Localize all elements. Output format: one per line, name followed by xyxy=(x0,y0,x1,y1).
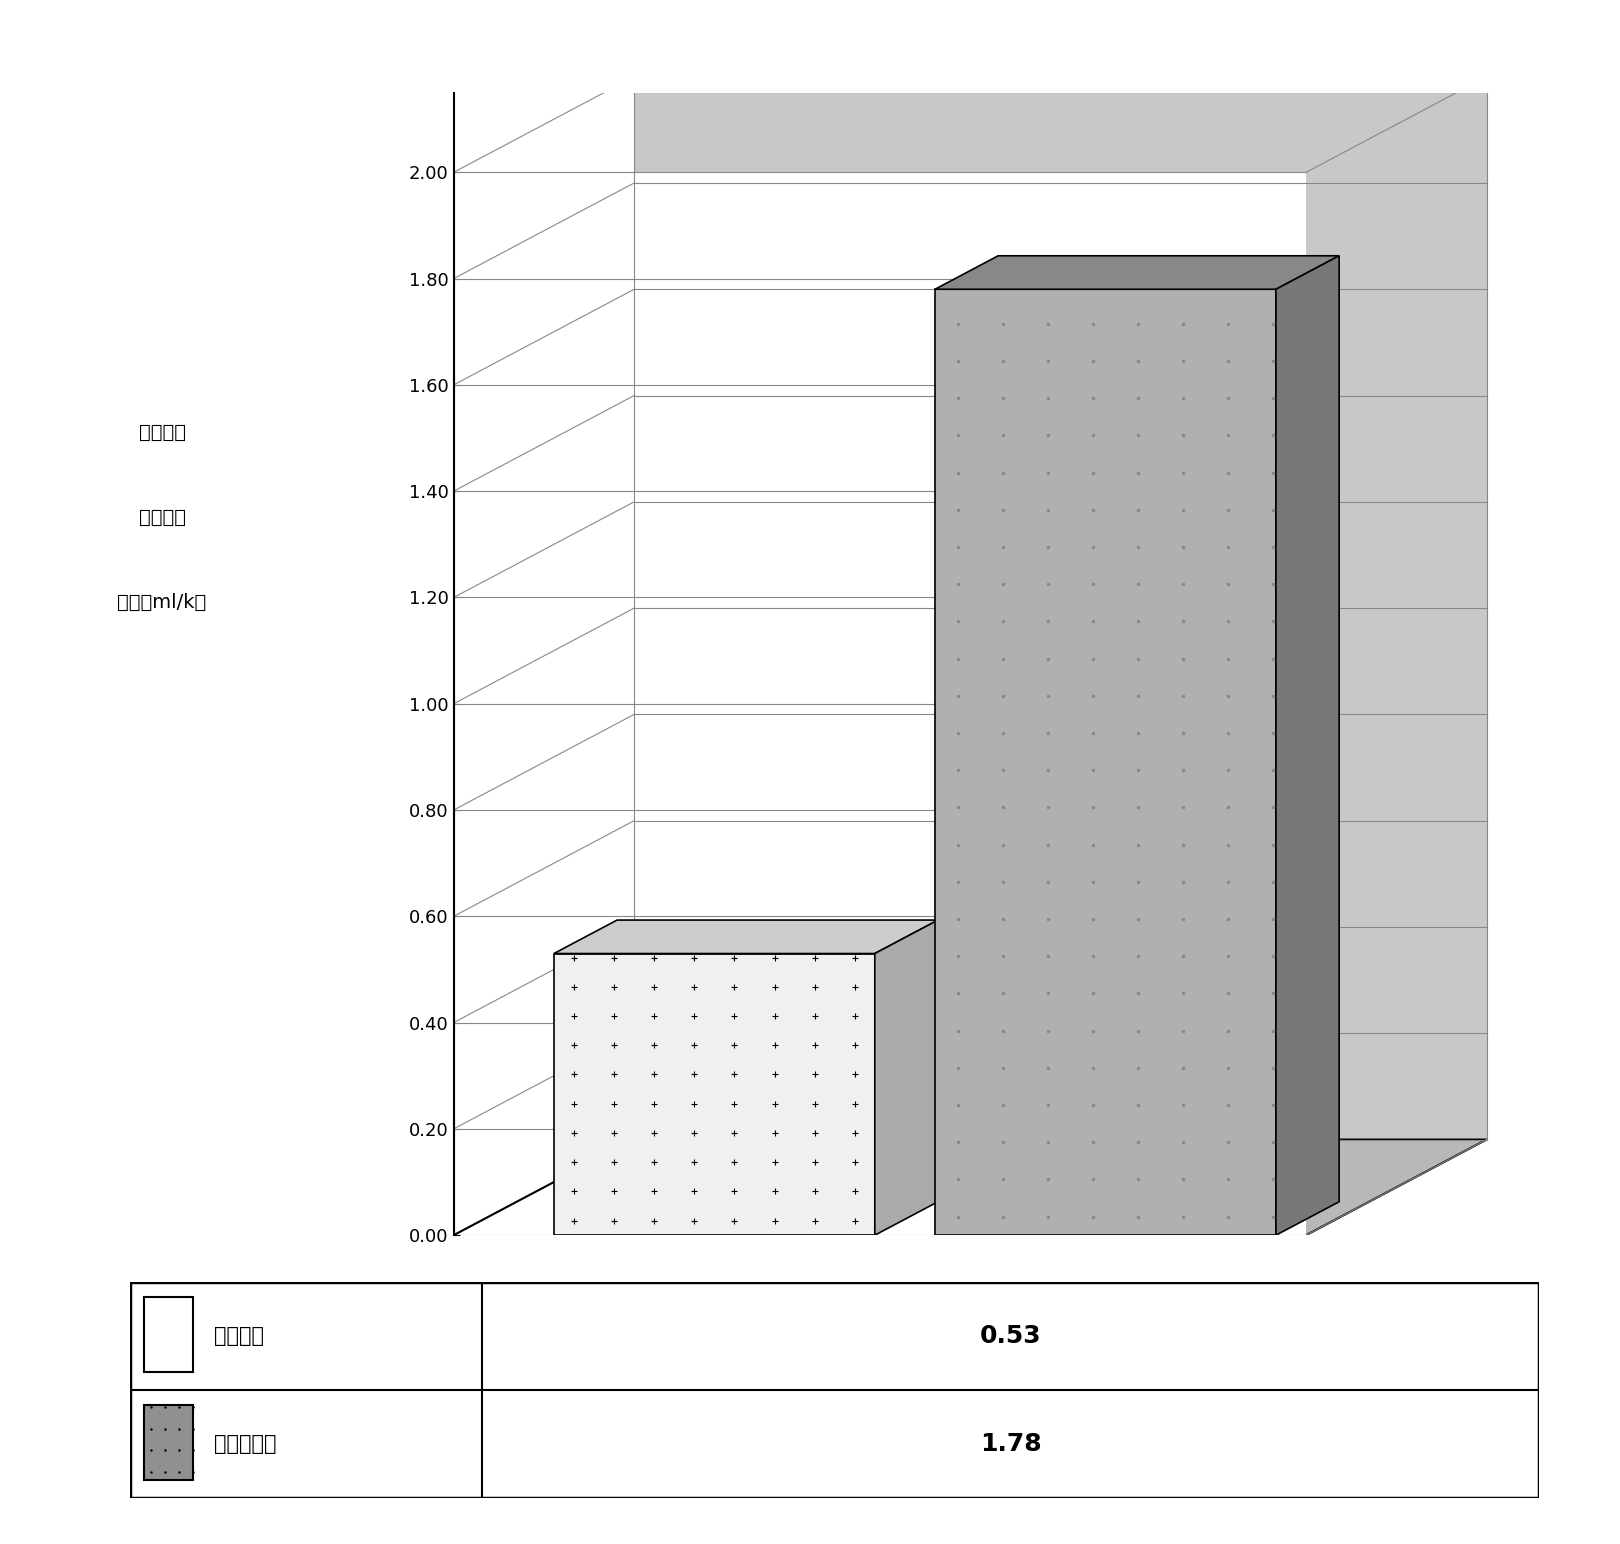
Text: 产能（ml/k）: 产能（ml/k） xyxy=(117,593,207,611)
FancyBboxPatch shape xyxy=(144,1297,193,1373)
Text: 单位能量: 单位能量 xyxy=(138,423,186,442)
Text: 传统制程: 传统制程 xyxy=(214,1326,264,1345)
Polygon shape xyxy=(875,920,938,1235)
Text: 超音波制程: 超音波制程 xyxy=(214,1434,277,1453)
Text: 1.78: 1.78 xyxy=(980,1431,1042,1456)
Polygon shape xyxy=(454,173,1306,1235)
Polygon shape xyxy=(554,920,938,954)
Polygon shape xyxy=(454,77,1487,1235)
Polygon shape xyxy=(554,954,875,1235)
Polygon shape xyxy=(1277,256,1340,1235)
Text: 消耗下的: 消耗下的 xyxy=(138,508,186,527)
Polygon shape xyxy=(454,1139,1487,1235)
Polygon shape xyxy=(935,256,1340,289)
Polygon shape xyxy=(935,289,1277,1235)
Polygon shape xyxy=(633,77,1487,1139)
Text: 0.53: 0.53 xyxy=(980,1323,1042,1348)
FancyBboxPatch shape xyxy=(144,1405,193,1481)
